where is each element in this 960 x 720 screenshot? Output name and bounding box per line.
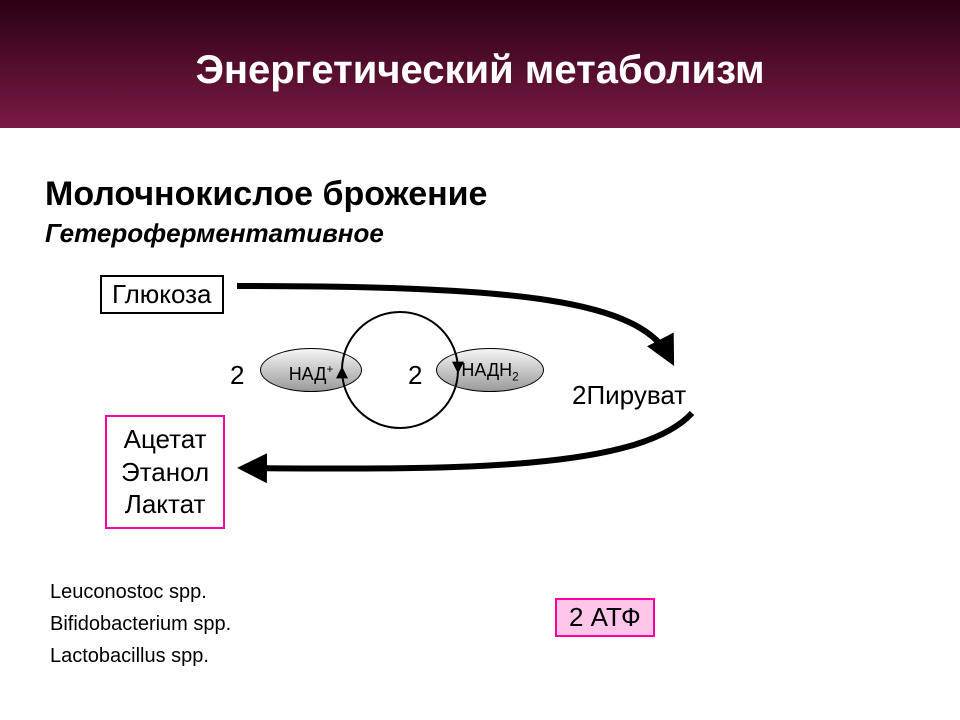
arrow-back <box>246 413 692 469</box>
species-3: Lactobacillus spp. <box>50 640 231 672</box>
product-1: Ацетат <box>121 423 209 456</box>
product-2: Этанол <box>121 456 209 489</box>
glucose-box: Глюкоза <box>100 275 224 314</box>
slide-title: Энергетический метаболизм <box>0 0 960 93</box>
species-1: Leuconostoc spp. <box>50 576 231 608</box>
nad-coef: 2 <box>230 360 244 391</box>
atp-label: 2 АТФ <box>569 602 641 632</box>
arrow-forward <box>237 286 670 358</box>
nad-label: НАД+ <box>289 364 334 384</box>
species-list: Leuconostoc spp. Bifidobacterium spp. La… <box>50 576 231 672</box>
header-band: Энергетический метаболизм <box>0 0 960 128</box>
glucose-label: Глюкоза <box>112 279 212 309</box>
pyruvate-label: 2Пируват <box>572 380 686 411</box>
species-2: Bifidobacterium spp. <box>50 608 231 640</box>
nad-ellipse: НАД+ <box>260 348 362 392</box>
nadh-label: НАДН2 <box>461 360 518 380</box>
product-3: Лактат <box>121 488 209 521</box>
products-box: Ацетат Этанол Лактат <box>105 415 225 529</box>
section-subheading: Гетероферментативное <box>45 218 384 249</box>
nadh-ellipse: НАДН2 <box>436 348 544 392</box>
nadh-coef: 2 <box>408 360 422 391</box>
section-heading: Молочнокислое брожение <box>45 175 487 214</box>
atp-box: 2 АТФ <box>555 598 655 637</box>
